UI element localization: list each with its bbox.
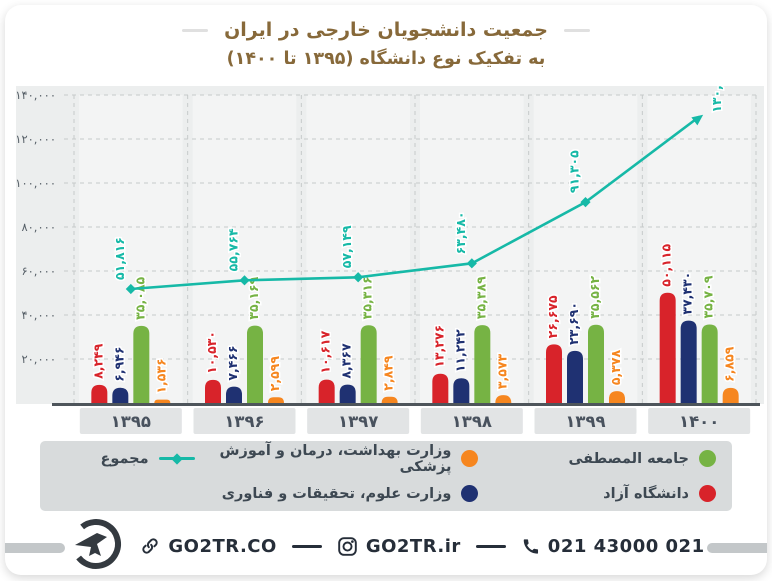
legend-item-science-ministry: وزارت علوم، تحقیقات و فناوری xyxy=(195,485,479,502)
svg-text:۷,۴۶۶: ۷,۴۶۶ xyxy=(225,345,240,380)
footer-edge-bar-right xyxy=(707,543,767,553)
legend-label: دانشگاه آزاد xyxy=(603,485,689,502)
legend-dot-red xyxy=(699,485,716,502)
svg-text:۲۳,۶۹۰: ۲۳,۶۹۰ xyxy=(566,302,581,345)
svg-text:۱۳۹۸: ۱۳۹۸ xyxy=(452,412,492,431)
footer-edge-bar-left xyxy=(5,543,65,553)
legend-label: وزارت بهداشت، درمان و آموزش پزشکی xyxy=(219,442,452,475)
legend-item-health-ministry: وزارت بهداشت، درمان و آموزش پزشکی xyxy=(195,443,479,475)
legend-item-azad: دانشگاه آزاد xyxy=(478,485,716,502)
svg-text:۳۵,۷۰۹: ۳۵,۷۰۹ xyxy=(701,275,716,318)
phone-icon xyxy=(523,538,538,554)
legend-label: جامعه المصطفی xyxy=(568,450,689,467)
diamond-marker-icon xyxy=(170,452,183,465)
svg-text:۴۰,۰۰۰: ۴۰,۰۰۰ xyxy=(21,308,56,322)
svg-text:۱۳۹۵: ۱۳۹۵ xyxy=(111,412,151,431)
legend-dot-green xyxy=(699,450,716,467)
svg-text:۳۵,۳۱۶: ۳۵,۳۱۶ xyxy=(360,276,375,319)
svg-text:۸,۲۴۹: ۸,۲۴۹ xyxy=(90,343,105,379)
svg-text:۱۳,۲۷۶: ۱۳,۲۷۶ xyxy=(431,325,446,368)
svg-text:۸,۳۶۷: ۸,۳۶۷ xyxy=(339,343,354,379)
total-line-marker xyxy=(158,452,195,465)
svg-text:۱۰,۵۳۰: ۱۰,۵۳۰ xyxy=(204,331,219,374)
title-dash-right xyxy=(563,28,590,32)
svg-text:۶,۸۵۹: ۶,۸۵۹ xyxy=(722,346,737,382)
footer-separator xyxy=(475,544,506,548)
svg-text:۱,۵۳۶: ۱,۵۳۶ xyxy=(153,358,168,393)
chart-svg: ۰۲۰,۰۰۰۴۰,۰۰۰۶۰,۰۰۰۸۰,۰۰۰۱۰۰,۰۰۰۱۲۰,۰۰۰۱… xyxy=(15,60,764,434)
chart-canvas: ۰۲۰,۰۰۰۴۰,۰۰۰۶۰,۰۰۰۸۰,۰۰۰۱۰۰,۰۰۰۱۲۰,۰۰۰۱… xyxy=(8,60,764,436)
svg-text:۲۰,۰۰۰: ۲۰,۰۰۰ xyxy=(21,352,56,366)
svg-text:۳۵,۳۸۹: ۳۵,۳۸۹ xyxy=(473,276,488,319)
svg-text:۵۱,۸۱۶: ۵۱,۸۱۶ xyxy=(112,237,127,280)
svg-text:۱۳۹۹: ۱۳۹۹ xyxy=(565,412,605,431)
svg-text:۱۰۰,۰۰۰: ۱۰۰,۰۰۰ xyxy=(15,176,56,190)
page-subtitle: به تفکیک نوع دانشگاه (۱۳۹۵ تا ۱۴۰۰) xyxy=(226,49,546,69)
svg-text:۶۳,۴۸۰: ۶۳,۴۸۰ xyxy=(453,211,468,254)
svg-text:۱۱,۲۴۲: ۱۱,۲۴۲ xyxy=(452,329,467,372)
svg-text:۳۵,۱۶۹: ۳۵,۱۶۹ xyxy=(246,276,261,319)
svg-text:۹۱,۳۰۵: ۹۱,۳۰۵ xyxy=(567,150,582,193)
title-row: جمعیت دانشجویان خارجی در ایران xyxy=(5,19,767,41)
svg-text:۵۰,۱۱۵: ۵۰,۱۱۵ xyxy=(659,243,674,286)
svg-text:۱۴۰,۰۰۰: ۱۴۰,۰۰۰ xyxy=(15,88,56,102)
website-item[interactable]: GO2TR.CO xyxy=(140,536,276,557)
website-text: GO2TR.CO xyxy=(168,535,277,557)
svg-text:۲,۵۹۹: ۲,۵۹۹ xyxy=(267,356,282,392)
legend-item-total: مجموع xyxy=(56,451,195,467)
title-dash-left xyxy=(182,28,209,32)
svg-text:۱۰,۶۱۷: ۱۰,۶۱۷ xyxy=(318,330,333,373)
svg-text:۶۰,۰۰۰: ۶۰,۰۰۰ xyxy=(21,264,56,278)
svg-text:۱۲۰,۰۰۰: ۱۲۰,۰۰۰ xyxy=(15,132,56,146)
footer: GO2TR.CO GO2TR.ir 021 43000 021 xyxy=(5,517,767,575)
svg-text:۱۳۹۷: ۱۳۹۷ xyxy=(338,412,378,431)
svg-text:۱۳۹۶: ۱۳۹۶ xyxy=(224,412,264,431)
legend-label: مجموع xyxy=(100,450,149,467)
svg-text:۱۴۰۰: ۱۴۰۰ xyxy=(679,412,719,431)
chart-legend: جامعه المصطفی وزارت بهداشت، درمان و آموز… xyxy=(40,441,732,511)
page-title: جمعیت دانشجویان خارجی در ایران xyxy=(224,19,548,41)
svg-text:۱۳۰,۱۱۳: ۱۳۰,۱۱۳ xyxy=(709,86,724,113)
svg-text:۲۶,۶۷۵: ۲۶,۶۷۵ xyxy=(545,295,560,338)
svg-text:۳۵,۰۸۵: ۳۵,۰۸۵ xyxy=(132,277,147,320)
svg-text:۲,۸۴۹: ۲,۸۴۹ xyxy=(381,355,396,391)
phone-text: 021 43000 021 xyxy=(547,535,705,557)
svg-text:۵,۳۷۸: ۵,۳۷۸ xyxy=(608,350,623,386)
svg-text:۳۵,۵۶۲: ۳۵,۵۶۲ xyxy=(587,275,602,318)
svg-text:۸۰,۰۰۰: ۸۰,۰۰۰ xyxy=(21,220,56,234)
svg-text:۳۷,۴۳۰: ۳۷,۴۳۰ xyxy=(680,272,695,315)
svg-text:۵۵,۷۶۴: ۵۵,۷۶۴ xyxy=(226,228,241,271)
instagram-item[interactable]: GO2TR.ir xyxy=(337,536,461,557)
phone-item[interactable]: 021 43000 021 xyxy=(521,536,705,557)
legend-label: وزارت علوم، تحقیقات و فناوری xyxy=(221,485,452,502)
legend-item-mustafa: جامعه المصطفی xyxy=(478,450,716,467)
svg-text:۳,۵۷۳: ۳,۵۷۳ xyxy=(494,354,509,390)
legend-dot-navy xyxy=(461,485,479,502)
go2tr-logo xyxy=(67,515,125,575)
footer-separator xyxy=(291,544,322,548)
svg-text:۵۷,۱۴۹: ۵۷,۱۴۹ xyxy=(339,225,354,268)
infographic-card: جمعیت دانشجویان خارجی در ایران به تفکیک … xyxy=(5,5,767,575)
legend-dot-orange xyxy=(461,450,479,467)
link-icon xyxy=(142,538,159,554)
svg-text:۶,۹۴۶: ۶,۹۴۶ xyxy=(111,346,126,381)
instagram-text: GO2TR.ir xyxy=(365,535,461,557)
instagram-icon xyxy=(338,536,357,556)
